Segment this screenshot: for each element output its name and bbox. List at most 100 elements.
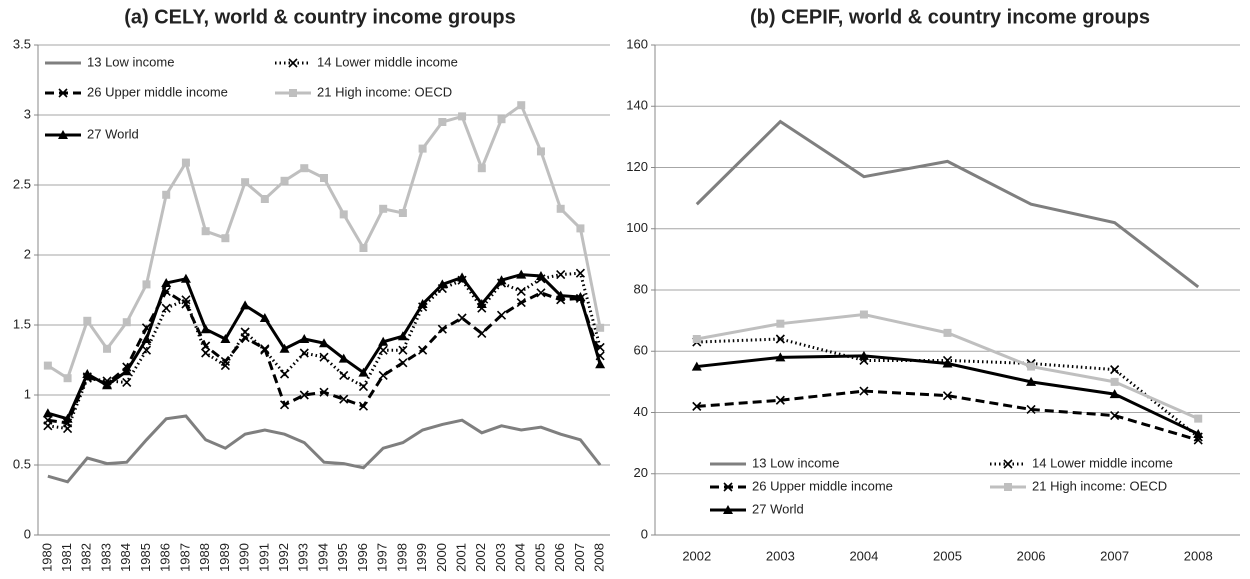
x-tick-label: 2005 [532,543,547,572]
marker-triangle [1193,428,1204,438]
x-tick-label: 2005 [933,548,962,563]
marker-square [859,310,868,319]
marker-x [319,352,329,362]
marker-triangle [319,338,329,348]
legend-label: 26 Upper middle income [87,84,228,99]
x-tick-label: 1994 [315,543,330,572]
x-tick-label: 1999 [414,543,429,572]
marker-triangle [457,272,468,282]
marker-square [776,319,785,328]
marker-square [43,361,52,370]
marker-triangle [1109,389,1120,399]
marker-x [536,288,546,298]
marker-triangle [121,366,132,376]
marker-x [220,361,230,371]
marker-square [162,190,171,199]
x-tick-label: 2002 [682,548,711,563]
y-tick-label: 2.5 [13,176,31,191]
marker-x [161,303,171,313]
marker-x [181,295,191,305]
legend-marker [1004,483,1012,491]
marker-x [220,356,230,366]
marker-square [379,204,388,213]
marker-square [943,328,952,337]
x-tick-label: 1993 [296,543,311,572]
marker-x [496,310,507,320]
x-tick-label: 1992 [276,543,291,572]
marker-x [1110,365,1120,375]
marker-x [122,377,132,387]
y-tick-label: 20 [634,465,648,480]
marker-triangle [200,324,211,334]
legend-label: 14 Lower middle income [1032,455,1173,470]
x-tick-label: 1991 [256,543,271,572]
marker-square [398,209,407,217]
series-line [47,414,602,484]
marker-square [418,144,427,153]
marker-triangle [417,299,428,308]
x-tick-label: 2008 [1184,548,1213,563]
y-tick-label: 0.5 [13,456,31,471]
y-tick-label: 1 [24,386,31,401]
marker-x [859,386,869,396]
marker-triangle [858,350,869,360]
x-tick-label: 1984 [118,543,133,572]
x-tick-label: 2007 [1100,548,1129,563]
marker-triangle [496,275,507,285]
marker-square [458,112,467,121]
marker-triangle [595,359,606,369]
marker-triangle [299,334,310,343]
marker-x [398,345,408,355]
y-tick-label: 100 [626,220,648,235]
marker-square [181,158,190,167]
marker-triangle [62,413,73,423]
marker-square [201,227,210,236]
marker-x [339,394,349,404]
legend-label: 27 World [752,501,804,516]
marker-square [477,164,486,173]
marker-x [477,328,487,338]
chart-title: (b) CEPIF, world & country income groups [750,6,1150,28]
legend-label: 21 High income: OECD [1032,478,1167,493]
x-tick-label: 2004 [513,543,528,572]
marker-square [83,316,92,325]
marker-x [378,370,388,380]
marker-x [358,382,369,392]
legend-marker [723,482,733,492]
marker-x [457,313,467,323]
marker-x [775,395,785,405]
marker-x [358,401,369,411]
x-tick-label: 2006 [1017,548,1046,563]
marker-square [339,210,348,219]
y-tick-label: 160 [626,36,648,51]
marker-triangle [82,369,93,378]
marker-square [556,204,565,213]
marker-triangle [476,299,487,308]
marker-x [201,341,211,351]
x-tick-label: 2006 [552,543,567,572]
x-tick-label: 2003 [766,548,795,563]
x-tick-label: 2004 [849,548,878,563]
legend-marker [1003,459,1013,469]
legend-marker [289,89,297,97]
y-tick-label: 40 [634,404,648,419]
y-tick-label: 0 [641,526,648,541]
marker-x [516,286,526,296]
marker-x [437,324,447,334]
marker-x [556,270,566,280]
marker-triangle [161,278,172,287]
x-tick-label: 2008 [592,543,607,572]
marker-square [221,234,230,243]
x-tick-label: 1982 [79,543,94,572]
marker-square [1027,362,1036,371]
x-tick-label: 2003 [493,543,508,572]
marker-square [122,318,131,327]
marker-x [43,415,53,425]
x-tick-label: 2002 [473,543,488,572]
x-tick-label: 1996 [355,543,370,572]
legend-label: 21 High income: OECD [317,84,452,99]
marker-square [300,164,309,173]
marker-square [517,101,526,110]
marker-square [241,178,250,187]
y-tick-label: 1.5 [13,316,31,331]
